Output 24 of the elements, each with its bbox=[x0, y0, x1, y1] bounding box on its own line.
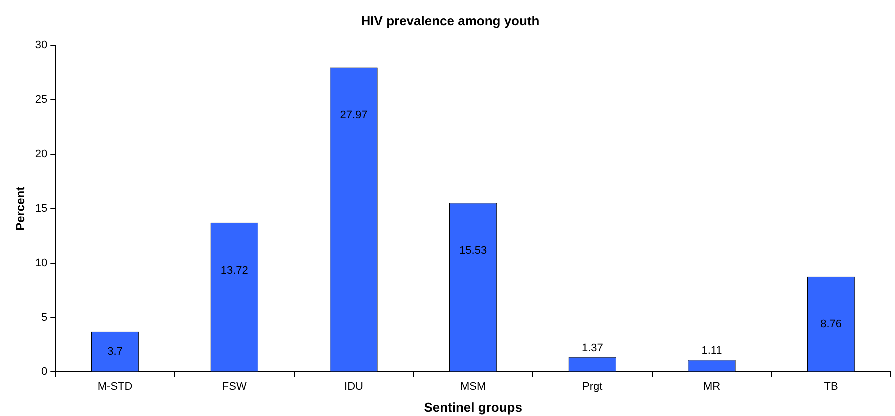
x-tick-label: IDU bbox=[344, 380, 364, 393]
y-tick-label: 25 bbox=[35, 94, 48, 106]
data-label: 27.97 bbox=[340, 110, 368, 122]
x-tick-label: MR bbox=[703, 380, 721, 393]
data-label: 8.76 bbox=[820, 318, 842, 330]
x-tick-label: MSM bbox=[460, 380, 486, 393]
y-tick-label: 5 bbox=[42, 312, 48, 324]
y-tick-label: 15 bbox=[35, 202, 48, 215]
y-tick-label: 30 bbox=[35, 40, 48, 52]
data-label: 3.7 bbox=[108, 346, 123, 358]
x-tick-label: M-STD bbox=[98, 380, 133, 393]
chart-title: HIV prevalence among youth bbox=[361, 13, 540, 28]
x-axis-title: Sentinel groups bbox=[424, 400, 522, 415]
y-tick-label: 10 bbox=[35, 257, 48, 270]
data-label: 1.37 bbox=[582, 342, 604, 354]
data-label: 1.11 bbox=[702, 345, 722, 358]
y-tick-label: 20 bbox=[35, 148, 48, 160]
y-tick-label: 0 bbox=[42, 366, 48, 378]
data-label: 13.72 bbox=[220, 264, 248, 277]
y-axis-title: Percent bbox=[14, 186, 28, 231]
data-label: 15.53 bbox=[460, 245, 488, 258]
x-tick-label: FSW bbox=[222, 380, 248, 393]
x-tick-label: Prgt bbox=[582, 380, 603, 393]
x-tick-label: TB bbox=[824, 380, 838, 393]
